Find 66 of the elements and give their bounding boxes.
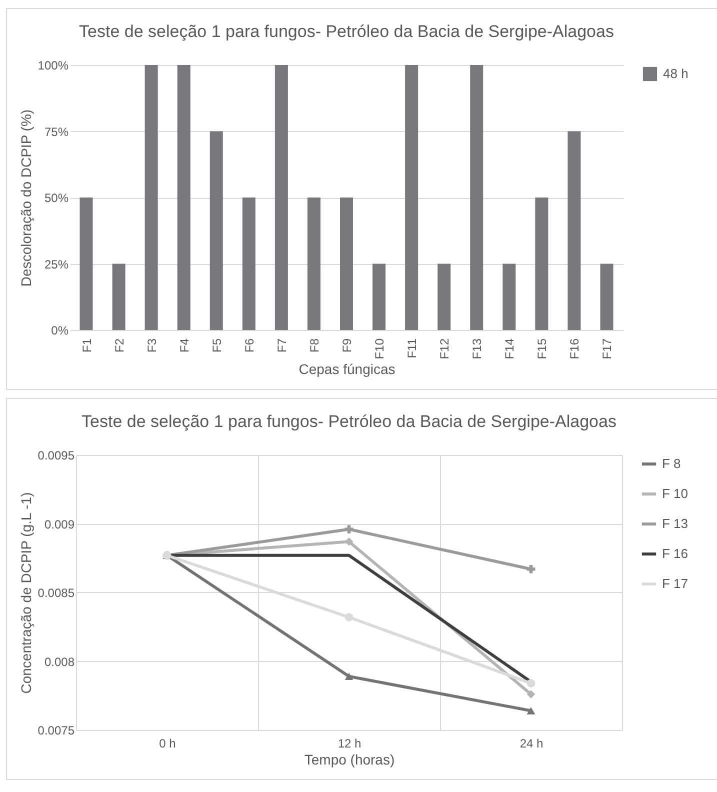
bar xyxy=(470,65,484,330)
x-tick-label: F5 xyxy=(210,338,224,353)
bar xyxy=(177,65,190,330)
bar xyxy=(405,65,418,330)
legend-label: F 10 xyxy=(662,486,688,501)
y-tick-label: 50% xyxy=(44,191,69,205)
bar xyxy=(210,131,223,330)
y-tick-label: 0.008 xyxy=(44,654,75,669)
point xyxy=(344,613,354,622)
point xyxy=(526,679,536,688)
x-tick-label: F11 xyxy=(405,338,420,358)
x-tick-label: F3 xyxy=(144,338,159,353)
y-tick-label: 0.0085 xyxy=(38,586,75,600)
point xyxy=(526,564,536,574)
x-axis-title: Tempo (horas) xyxy=(304,752,395,768)
x-tick-label: F13 xyxy=(470,338,484,360)
x-tick-label: F2 xyxy=(112,338,126,353)
x-tick-label: F6 xyxy=(242,338,256,353)
x-tick-label: F12 xyxy=(438,338,452,360)
bar xyxy=(274,65,288,330)
point xyxy=(344,525,354,534)
bar xyxy=(307,198,320,330)
bar xyxy=(568,131,581,330)
y-axis-title: Descoloração do DCPIP (%) xyxy=(18,109,34,287)
bar xyxy=(340,198,354,330)
bar xyxy=(535,198,548,330)
x-tick-label: F4 xyxy=(177,338,192,353)
bar xyxy=(112,264,126,330)
legend-label: F 16 xyxy=(662,546,688,561)
x-tick-label: 12 h xyxy=(338,736,362,750)
point xyxy=(526,707,536,714)
legend-label: F 8 xyxy=(662,456,681,471)
x-tick-label: F14 xyxy=(502,338,517,360)
bar xyxy=(80,198,93,330)
y-tick-label: 0% xyxy=(51,324,69,338)
x-tick-label: 0 h xyxy=(159,736,176,750)
x-tick-label: F16 xyxy=(568,338,582,360)
y-tick-label: 0.009 xyxy=(44,517,75,532)
point xyxy=(526,690,536,698)
chart-title: Teste de seleção 1 para fungos- Petróleo da Bacia de Sergipe-Alagoas xyxy=(82,412,616,431)
legend-label: F 17 xyxy=(662,576,688,591)
x-tick-label: F10 xyxy=(372,338,387,360)
x-tick-label: F1 xyxy=(80,338,94,353)
bar xyxy=(242,198,256,330)
y-tick-label: 0.0075 xyxy=(38,724,75,738)
x-tick-label: F17 xyxy=(600,338,614,360)
x-tick-label: F7 xyxy=(274,338,289,353)
bar xyxy=(438,264,451,330)
y-tick-label: 75% xyxy=(44,124,69,139)
y-tick-label: 25% xyxy=(44,257,69,272)
x-tick-label: 24 h xyxy=(520,736,544,750)
x-tick-label: F9 xyxy=(340,338,354,353)
bar xyxy=(502,264,516,330)
legend-label: F 13 xyxy=(662,516,688,531)
chart-title: Teste de seleção 1 para fungos- Petróleo da Bacia de Sergipe-Alagoas xyxy=(79,22,614,41)
bar xyxy=(600,264,614,330)
y-tick-label: 0.0095 xyxy=(38,448,75,462)
legend-label: 48 h xyxy=(663,66,688,81)
x-tick-label: F15 xyxy=(535,338,550,360)
x-axis-title: Cepas fúngicas xyxy=(298,361,396,378)
bar xyxy=(372,264,386,330)
x-tick-label: F8 xyxy=(307,338,322,353)
y-tick-label: 100% xyxy=(38,58,69,72)
bar xyxy=(144,65,158,330)
point xyxy=(344,672,354,680)
y-axis-title: Concentração de DCPIP (g.L -1) xyxy=(18,492,34,694)
